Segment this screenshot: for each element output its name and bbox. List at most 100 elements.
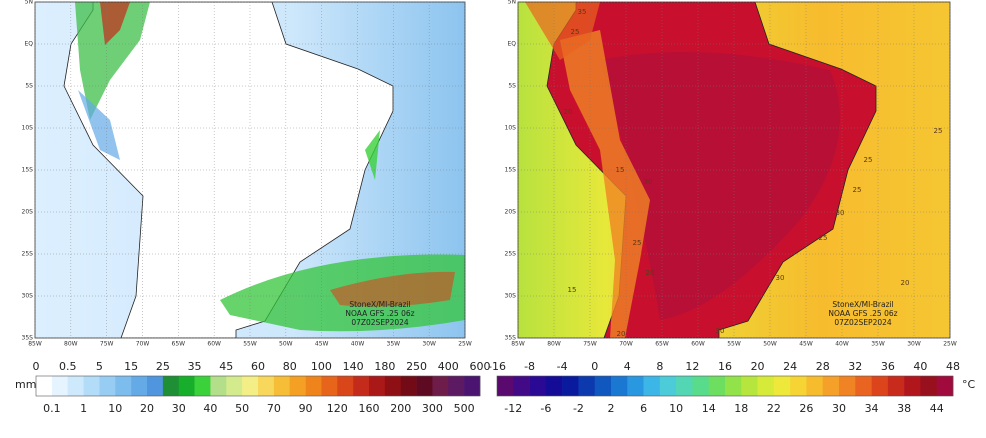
colorbar-label: 500 bbox=[454, 402, 475, 415]
colorbar-label: 30 bbox=[172, 402, 186, 415]
colorbar-cell bbox=[920, 376, 938, 396]
colorbar-label: 14 bbox=[702, 402, 716, 415]
colorbar-label: 50 bbox=[235, 402, 249, 415]
lon-label: 85W bbox=[511, 341, 525, 348]
credit: StoneX/MI-Brazil bbox=[349, 300, 410, 309]
lat-label: 30S bbox=[22, 293, 34, 300]
credit: 07Z02SEP2024 bbox=[351, 318, 409, 327]
colorbar-label: 120 bbox=[327, 402, 348, 415]
colorbar-label: 70 bbox=[267, 402, 281, 415]
lon-label: 50W bbox=[279, 341, 293, 348]
lat-label: 5N bbox=[25, 0, 33, 6]
contour-label: 15 bbox=[616, 166, 625, 174]
lat-label: 25S bbox=[505, 251, 517, 258]
colorbar-label: 15 bbox=[124, 360, 138, 373]
lat-label: 15S bbox=[22, 167, 34, 174]
lat-label: EQ bbox=[507, 41, 516, 48]
lon-label: 30W bbox=[422, 341, 436, 348]
colorbar-cell bbox=[289, 376, 306, 396]
colorbar-label: 1 bbox=[80, 402, 87, 415]
contour-label: 30 bbox=[776, 274, 785, 282]
lon-label: 40W bbox=[351, 341, 365, 348]
colorbar-cell bbox=[594, 376, 612, 396]
colorbar-label: 0.1 bbox=[43, 402, 61, 415]
colorbar-label: 100 bbox=[311, 360, 332, 373]
lat-label: 5S bbox=[25, 83, 33, 90]
colorbar-cell bbox=[432, 376, 449, 396]
lon-label: 45W bbox=[799, 341, 813, 348]
lon-label: 80W bbox=[64, 341, 78, 348]
colorbar-cell bbox=[353, 376, 370, 396]
colorbar-label: 90 bbox=[299, 402, 313, 415]
lat-label: 10S bbox=[22, 125, 34, 132]
lon-label: 35W bbox=[387, 341, 401, 348]
colorbar-cell bbox=[659, 376, 677, 396]
colorbar-label: 10 bbox=[669, 402, 683, 415]
contour-label: 25 bbox=[819, 234, 828, 242]
lon-label: 30W bbox=[907, 341, 921, 348]
colorbar-cell bbox=[147, 376, 164, 396]
colorbar-cell bbox=[887, 376, 905, 396]
colorbar-label: -12 bbox=[504, 402, 522, 415]
lat-label: 10S bbox=[505, 125, 517, 132]
credit: StoneX/MI-Brazil bbox=[832, 300, 893, 309]
colorbar-cell bbox=[936, 376, 954, 396]
colorbar-label: 0.5 bbox=[59, 360, 77, 373]
colorbar-label: 40 bbox=[913, 360, 927, 373]
lat-label: 5S bbox=[508, 83, 516, 90]
contour-label: 25 bbox=[934, 127, 943, 135]
colorbar-cell bbox=[529, 376, 547, 396]
colorbar-label: -4 bbox=[557, 360, 568, 373]
contour-label: 25 bbox=[571, 28, 580, 36]
contour-label: 20 bbox=[617, 330, 626, 338]
colorbar-label: 0 bbox=[591, 360, 598, 373]
contour-label: 15 bbox=[568, 286, 577, 294]
colorbar-label: 6 bbox=[640, 402, 647, 415]
contour-label: 35 bbox=[578, 8, 587, 16]
colorbar-label: 18 bbox=[734, 402, 748, 415]
credit: NOAA GFS .25 06z bbox=[828, 309, 897, 318]
credit: NOAA GFS .25 06z bbox=[345, 309, 414, 318]
colorbar-label: 2 bbox=[608, 402, 615, 415]
colorbar-cell bbox=[226, 376, 243, 396]
contour-label: 30 bbox=[644, 178, 653, 186]
colorbar-unit: °C bbox=[962, 378, 976, 391]
colorbar-label: 60 bbox=[251, 360, 265, 373]
colorbar-cell bbox=[178, 376, 195, 396]
colorbar-cell bbox=[643, 376, 661, 396]
colorbar-cell bbox=[611, 376, 628, 396]
lat-label: 20S bbox=[505, 209, 517, 216]
contour-label: 25 bbox=[864, 156, 873, 164]
lon-label: 65W bbox=[172, 341, 186, 348]
lon-label: 75W bbox=[100, 341, 114, 348]
lon-label: 55W bbox=[727, 341, 741, 348]
colorbar-label: 36 bbox=[881, 360, 895, 373]
lon-label: 35W bbox=[871, 341, 885, 348]
colorbar-cell bbox=[115, 376, 132, 396]
colorbar-cell bbox=[855, 376, 872, 396]
contour-label: 30 bbox=[716, 327, 725, 335]
colorbar-label: 300 bbox=[422, 402, 443, 415]
colorbar-cell bbox=[871, 376, 889, 396]
colorbar-cell bbox=[51, 376, 69, 396]
lon-label: 60W bbox=[691, 341, 705, 348]
lon-label: 25W bbox=[943, 341, 957, 348]
colorbar-label: -16 bbox=[488, 360, 506, 373]
lat-label: 20S bbox=[22, 209, 34, 216]
lon-label: 50W bbox=[763, 341, 777, 348]
colorbar-cell bbox=[627, 376, 644, 396]
colorbar-label: 140 bbox=[343, 360, 364, 373]
lat-label: 35S bbox=[22, 335, 34, 342]
colorbar-cell bbox=[741, 376, 758, 396]
colorbar-cell bbox=[513, 376, 530, 396]
colorbar-cell bbox=[83, 376, 100, 396]
colorbar-label: 8 bbox=[656, 360, 663, 373]
colorbar-label: 4 bbox=[624, 360, 631, 373]
colorbar-cell bbox=[273, 376, 291, 396]
colorbar-label: 0 bbox=[33, 360, 40, 373]
colorbar-cell bbox=[305, 376, 322, 396]
colorbar-cell bbox=[757, 376, 775, 396]
colorbar-cell bbox=[210, 376, 227, 396]
colorbar-cell bbox=[676, 376, 693, 396]
